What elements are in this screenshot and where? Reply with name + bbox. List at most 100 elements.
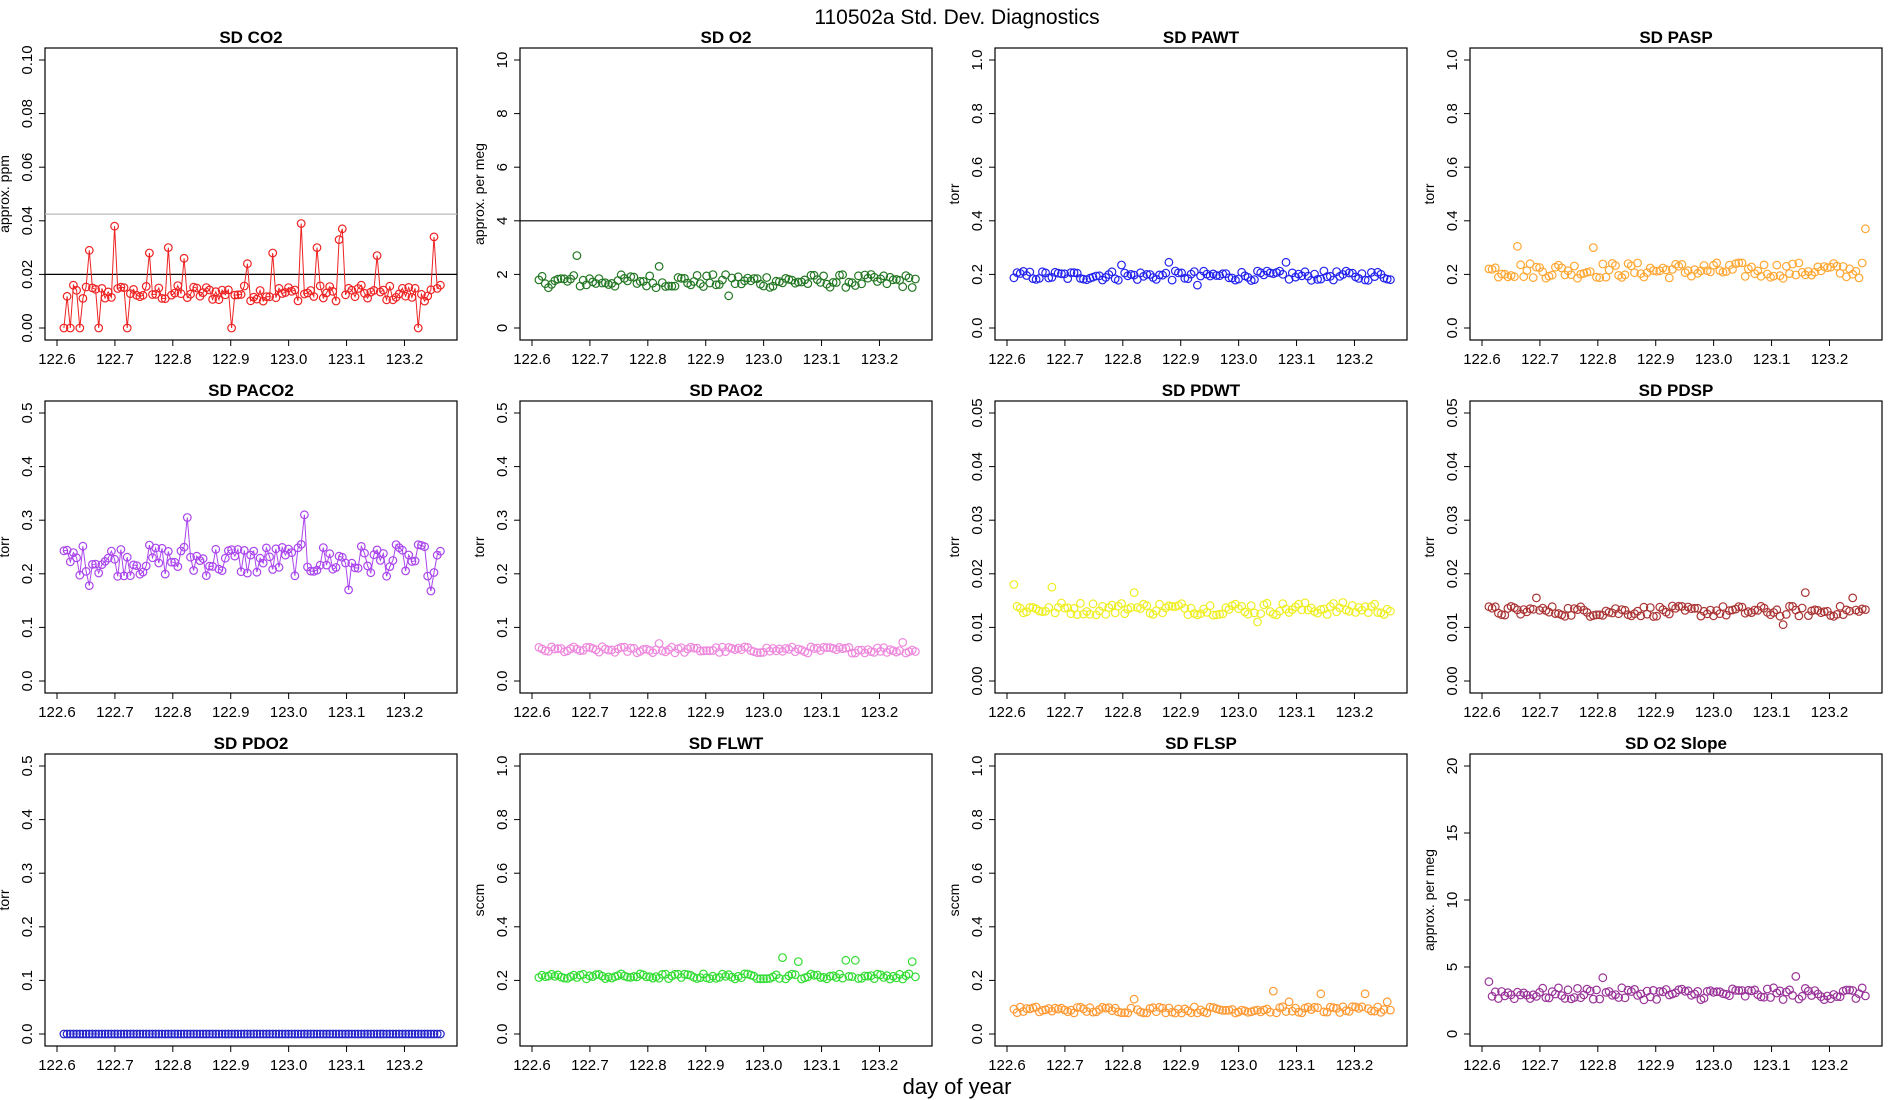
data-point bbox=[1060, 603, 1069, 613]
data-point bbox=[1791, 972, 1801, 981]
y-tick-label: 0.6 bbox=[969, 157, 986, 178]
data-point bbox=[1528, 604, 1538, 614]
data-point bbox=[1547, 270, 1557, 280]
data-point bbox=[350, 292, 360, 302]
data-point bbox=[426, 285, 436, 295]
data-point bbox=[230, 290, 240, 300]
data-point bbox=[281, 1029, 290, 1039]
data-point bbox=[1851, 994, 1861, 1003]
data-point bbox=[262, 292, 271, 302]
data-point bbox=[740, 969, 749, 979]
y-tick-label: 0.06 bbox=[19, 153, 36, 182]
data-point bbox=[315, 1029, 325, 1039]
data-point bbox=[394, 1029, 404, 1039]
data-point bbox=[787, 969, 797, 979]
data-point bbox=[1595, 610, 1605, 620]
data-point bbox=[831, 278, 841, 287]
x-tick-label: 122.6 bbox=[38, 1057, 76, 1074]
x-tick-label: 122.6 bbox=[38, 351, 76, 368]
data-point bbox=[1490, 263, 1500, 273]
x-tick-label: 122.7 bbox=[96, 351, 134, 368]
y-tick-label: 0.01 bbox=[1444, 613, 1461, 642]
data-point bbox=[1620, 605, 1630, 615]
y-tick-label: 0.3 bbox=[494, 510, 511, 531]
data-point bbox=[911, 972, 920, 982]
data-point bbox=[401, 291, 411, 301]
data-point bbox=[163, 1029, 173, 1039]
data-point bbox=[1325, 1002, 1335, 1012]
data-point bbox=[1196, 609, 1205, 619]
data-point bbox=[1129, 994, 1139, 1004]
data-point bbox=[236, 290, 246, 299]
x-tick-label: 122.8 bbox=[1104, 1057, 1142, 1074]
data-point bbox=[724, 291, 734, 301]
data-point bbox=[1573, 984, 1582, 993]
data-point bbox=[793, 957, 803, 966]
data-point bbox=[182, 1029, 192, 1039]
data-point bbox=[907, 957, 917, 966]
data-point bbox=[287, 1029, 297, 1039]
x-tick-label: 122.9 bbox=[1637, 704, 1675, 721]
plot-frame bbox=[44, 47, 458, 341]
data-point bbox=[1385, 1005, 1395, 1015]
data-point bbox=[249, 1029, 259, 1039]
data-point bbox=[268, 1029, 278, 1039]
data-point bbox=[638, 645, 648, 654]
data-point bbox=[436, 546, 445, 556]
data-point bbox=[911, 274, 920, 284]
data-point bbox=[1142, 601, 1152, 611]
data-point bbox=[1845, 985, 1854, 995]
data-point bbox=[407, 557, 417, 566]
data-point bbox=[65, 1029, 75, 1039]
data-point bbox=[211, 1029, 221, 1039]
data-point bbox=[1611, 990, 1620, 999]
data-point bbox=[1677, 260, 1687, 269]
data-point bbox=[249, 546, 259, 556]
data-point bbox=[417, 1029, 426, 1039]
y-axis-label: torr bbox=[946, 536, 962, 557]
data-point bbox=[404, 1029, 414, 1039]
data-point bbox=[1357, 1002, 1367, 1012]
x-tick-label: 122.6 bbox=[513, 1057, 551, 1074]
y-tick-label: 4 bbox=[494, 217, 511, 225]
data-point bbox=[1550, 609, 1560, 618]
x-tick-label: 122.9 bbox=[212, 704, 250, 721]
data-point bbox=[233, 290, 243, 300]
data-point bbox=[252, 1029, 262, 1039]
data-point bbox=[1674, 985, 1684, 995]
data-point bbox=[379, 1029, 388, 1039]
data-point bbox=[1313, 275, 1322, 284]
data-point bbox=[702, 646, 711, 655]
data-point bbox=[1576, 993, 1586, 1003]
x-tick-label: 122.8 bbox=[1104, 704, 1142, 721]
data-point bbox=[1857, 258, 1867, 268]
data-point bbox=[1740, 272, 1750, 281]
data-point bbox=[91, 559, 100, 569]
data-point bbox=[220, 553, 230, 563]
data-point bbox=[1385, 606, 1395, 616]
data-point bbox=[1363, 275, 1373, 285]
data-point bbox=[148, 553, 157, 563]
data-point bbox=[1297, 605, 1307, 615]
data-point bbox=[1218, 1006, 1228, 1015]
x-tick-label: 123.2 bbox=[1336, 351, 1374, 368]
data-point bbox=[1718, 602, 1728, 611]
data-point bbox=[91, 1029, 100, 1039]
data-point bbox=[1734, 986, 1744, 995]
data-point bbox=[756, 648, 765, 657]
chart-title: SD PDWT bbox=[1162, 381, 1241, 400]
data-point bbox=[1592, 272, 1601, 282]
data-point bbox=[1085, 609, 1095, 619]
data-point bbox=[1588, 243, 1598, 253]
data-point bbox=[1291, 272, 1300, 282]
data-point bbox=[1167, 275, 1177, 285]
data-point bbox=[274, 562, 284, 572]
data-point bbox=[388, 556, 398, 565]
data-point bbox=[205, 285, 214, 295]
y-tick-label: 0.04 bbox=[969, 452, 986, 481]
data-point bbox=[1832, 610, 1842, 619]
data-point bbox=[220, 1029, 230, 1039]
data-point bbox=[1617, 605, 1627, 614]
data-point bbox=[144, 248, 154, 258]
data-point bbox=[1661, 265, 1671, 275]
